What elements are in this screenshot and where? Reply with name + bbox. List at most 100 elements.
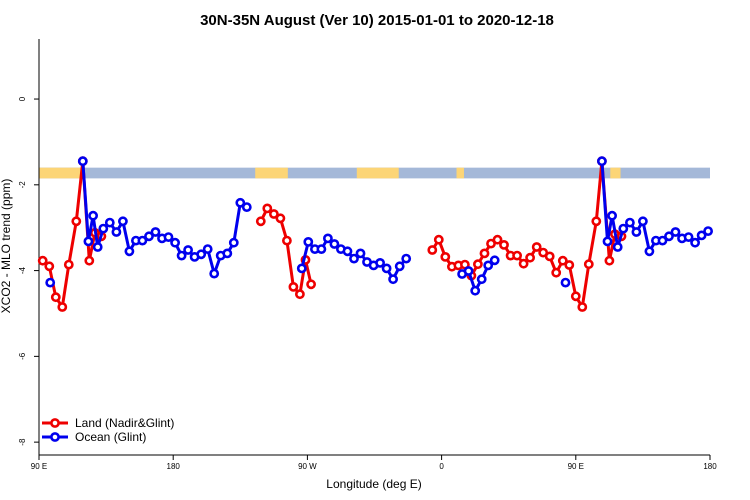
data-point [657, 235, 668, 246]
series-ocean [45, 156, 713, 296]
data-point [144, 231, 154, 242]
data-point [551, 267, 562, 278]
data-point [118, 216, 128, 227]
data-point [63, 259, 74, 270]
data-point [241, 202, 252, 212]
land-mask-segment [255, 167, 288, 179]
data-point [479, 248, 490, 259]
data-point [499, 239, 509, 250]
data-point [604, 255, 615, 266]
data-point [618, 223, 629, 234]
data-point [176, 250, 187, 261]
data-point [644, 246, 655, 257]
data-point [235, 197, 246, 208]
data-point [104, 217, 115, 228]
data-point [512, 250, 522, 261]
data-point [228, 237, 239, 248]
data-point [427, 245, 438, 255]
legend-label: Land (Nadir&Glint) [75, 416, 174, 430]
legend: Land (Nadir&Glint)Ocean (Glint) [42, 416, 174, 444]
mask-bar [39, 167, 710, 179]
data-point [349, 253, 359, 264]
x-tick-label: 180 [703, 462, 717, 471]
legend-marker [50, 418, 60, 428]
legend-item: Land (Nadir&Glint) [42, 416, 174, 430]
data-point [612, 242, 623, 252]
plot-frame [38, 39, 710, 456]
data-point [342, 246, 353, 257]
x-tick-label: 0 [439, 462, 444, 471]
data-point [294, 289, 305, 300]
land-mask-segment [456, 167, 464, 179]
series-layer [37, 156, 713, 312]
data-point [625, 217, 635, 228]
data-point [163, 232, 174, 242]
data-point [84, 255, 95, 266]
legend-label: Ocean (Glint) [75, 430, 146, 444]
data-point [564, 260, 575, 270]
data-point [183, 245, 193, 255]
data-point [322, 233, 333, 244]
x-axis: 90 E 180 90 W 0 90 E 180 [31, 455, 717, 471]
data-point [296, 263, 307, 274]
data-point [525, 252, 535, 263]
data-point [303, 236, 314, 247]
data-point [463, 266, 474, 276]
data-point [597, 156, 607, 167]
data-point [268, 209, 279, 219]
data-point [255, 216, 266, 227]
land-mask-segment [610, 167, 621, 179]
data-point [288, 281, 299, 292]
data-point [71, 216, 82, 227]
data-point [222, 248, 233, 259]
data-point [202, 244, 213, 254]
data-point [631, 227, 642, 237]
data-point [316, 244, 327, 254]
data-point [306, 279, 316, 290]
data-point [275, 213, 286, 224]
data-point [638, 216, 648, 227]
data-point [381, 263, 392, 274]
data-point [696, 230, 707, 241]
data-point [124, 246, 135, 257]
y-axis-label: XCO2 - MLO trend (ppm) [0, 179, 13, 314]
data-point [683, 232, 694, 242]
land-mask-segment [356, 167, 399, 179]
data-point [57, 302, 68, 312]
data-point [531, 242, 542, 252]
data-point [664, 231, 674, 242]
land-mask-segment [39, 167, 85, 179]
legend-item: Ocean (Glint) [42, 430, 146, 444]
data-point [703, 226, 713, 236]
data-point [470, 285, 481, 296]
data-point [557, 255, 568, 266]
data-point [483, 260, 494, 271]
y-axis: 0 -2 -4 -6 -8 [18, 96, 39, 446]
data-point [577, 302, 588, 312]
data-point [570, 291, 581, 302]
data-point [476, 274, 487, 285]
data-point [440, 251, 451, 262]
data-point [375, 257, 385, 268]
data-point [607, 210, 617, 221]
x-tick-label: 180 [167, 462, 181, 471]
data-point [92, 242, 103, 252]
data-point [355, 248, 366, 259]
data-point [472, 259, 483, 270]
series-line [431, 159, 622, 309]
data-point [388, 274, 398, 285]
data-point [560, 277, 571, 288]
data-point [401, 253, 412, 264]
y-tick-label: 0 [18, 96, 27, 101]
data-point [98, 223, 109, 234]
data-point [170, 237, 180, 248]
data-point [690, 237, 700, 248]
y-tick-label: -2 [18, 181, 27, 189]
data-point [137, 235, 148, 246]
x-tick-label: 90 E [31, 462, 47, 471]
chart-title: 30N-35N August (Ver 10) 2015-01-01 to 20… [200, 12, 554, 29]
data-point [591, 216, 602, 227]
x-tick-label: 90 W [298, 462, 317, 471]
data-point [111, 227, 122, 237]
